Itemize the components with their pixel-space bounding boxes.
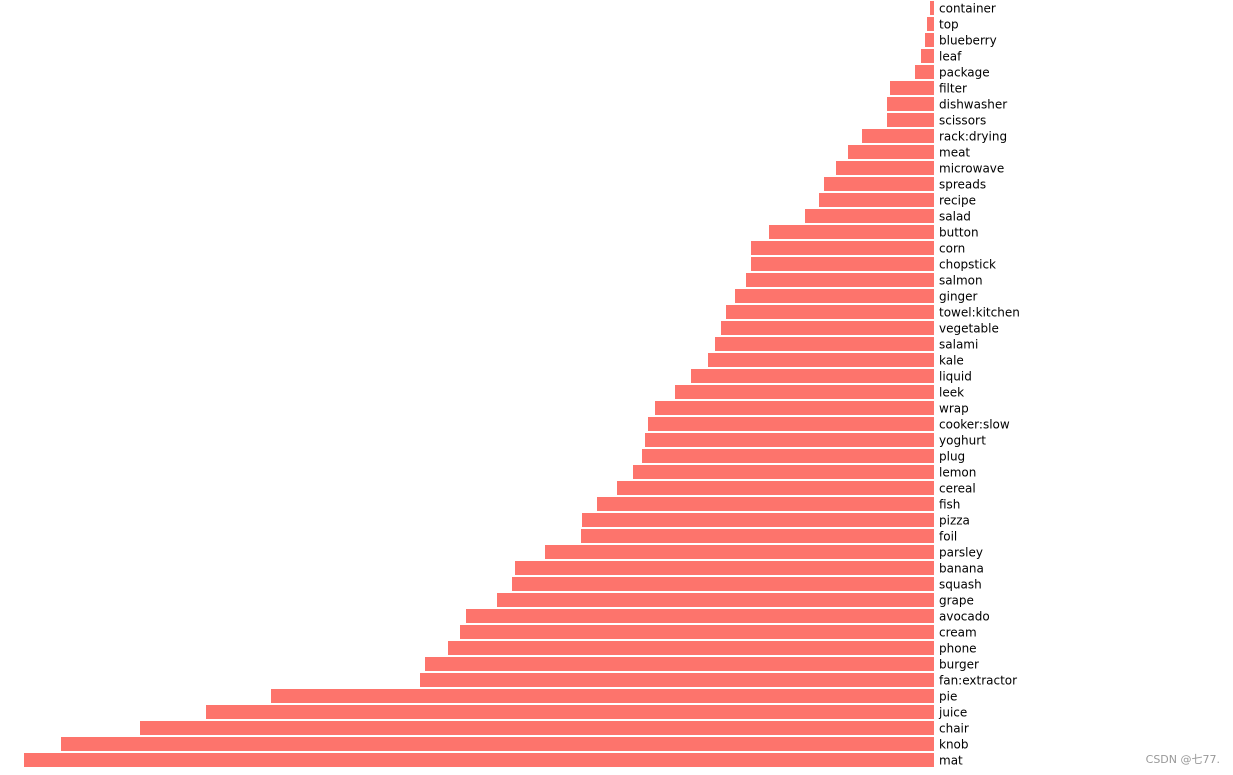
y-tick-label: pizza: [939, 514, 970, 528]
bar: [545, 545, 934, 559]
y-tick-label: wrap: [939, 402, 969, 416]
bar: [271, 689, 934, 703]
bar: [597, 497, 934, 511]
bar: [887, 113, 934, 127]
bar: [836, 161, 934, 175]
bar: [915, 65, 934, 79]
y-tick-label: foil: [939, 530, 957, 544]
y-tick-label: phone: [939, 642, 977, 656]
y-tick-label: scissors: [939, 114, 986, 128]
bar: [642, 449, 934, 463]
bar: [921, 49, 934, 63]
y-tick-label: parsley: [939, 546, 983, 560]
bar: [887, 97, 934, 111]
bar: [930, 1, 934, 15]
bar: [466, 609, 934, 623]
bar: [691, 369, 934, 383]
y-tick-label: lemon: [939, 466, 976, 480]
y-tick-label: blueberry: [939, 34, 997, 48]
y-tick-label: container: [939, 2, 996, 16]
bar: [721, 321, 934, 335]
bar: [633, 465, 934, 479]
y-tick-label: spreads: [939, 178, 986, 192]
y-tick-label: cereal: [939, 482, 976, 496]
bar: [751, 241, 934, 255]
bar: [708, 353, 934, 367]
bar: [890, 81, 934, 95]
bar: [617, 481, 934, 495]
y-tick-label: juice: [938, 706, 967, 720]
bar: [735, 289, 934, 303]
y-tick-label: grape: [939, 594, 974, 608]
bar: [769, 225, 934, 239]
y-tick-label: squash: [939, 578, 982, 592]
bar: [425, 657, 934, 671]
y-tick-label: towel:kitchen: [939, 306, 1020, 320]
y-tick-label: package: [939, 66, 990, 80]
bar: [805, 209, 934, 223]
y-tick-label: leaf: [939, 50, 962, 64]
bar: [420, 673, 934, 687]
bar: [448, 641, 934, 655]
y-tick-label: liquid: [939, 370, 972, 384]
y-tick-label: filter: [939, 82, 967, 96]
y-tick-label: chopstick: [939, 258, 996, 272]
y-tick-label: recipe: [939, 194, 976, 208]
y-tick-label: salmon: [939, 274, 983, 288]
bar: [927, 17, 934, 31]
bar: [582, 513, 934, 527]
y-tick-label: corn: [939, 242, 965, 256]
y-tick-label: cream: [939, 626, 977, 640]
y-tick-label: fan:extractor: [939, 674, 1017, 688]
y-tick-label: ginger: [939, 290, 978, 304]
bar: [824, 177, 934, 191]
bar: [645, 433, 934, 447]
y-tick-label: knob: [939, 738, 969, 752]
y-tick-label: mat: [939, 754, 963, 768]
bar: [581, 529, 934, 543]
y-tick-label: banana: [939, 562, 984, 576]
y-tick-label: kale: [939, 354, 964, 368]
bar: [819, 193, 934, 207]
y-tick-label: cooker:slow: [939, 418, 1010, 432]
bar: [862, 129, 934, 143]
y-tick-label: fish: [939, 498, 960, 512]
y-tick-label: avocado: [939, 610, 990, 624]
bar: [512, 577, 934, 591]
y-tick-label: salami: [939, 338, 978, 352]
y-tick-label: chair: [939, 722, 969, 736]
y-tick-label: plug: [939, 450, 965, 464]
y-tick-label: leek: [939, 386, 964, 400]
y-tick-label: dishwasher: [939, 98, 1007, 112]
y-tick-label: button: [939, 226, 979, 240]
bar: [140, 721, 934, 735]
y-tick-label: rack:drying: [939, 130, 1007, 144]
bar: [648, 417, 934, 431]
bar: [715, 337, 934, 351]
y-tick-label: pie: [939, 690, 957, 704]
watermark: CSDN @七77.: [1146, 753, 1220, 766]
y-tick-label: microwave: [939, 162, 1004, 176]
bar: [726, 305, 934, 319]
bar: [61, 737, 934, 751]
bar: [497, 593, 934, 607]
bar: [655, 401, 934, 415]
y-tick-label: salad: [939, 210, 971, 224]
bar: [848, 145, 934, 159]
y-tick-label: top: [939, 18, 959, 32]
y-tick-label: yoghurt: [939, 434, 986, 448]
y-tick-label: burger: [939, 658, 979, 672]
y-tick-label: meat: [939, 146, 970, 160]
bar: [925, 33, 934, 47]
bar: [206, 705, 934, 719]
bar: [24, 753, 934, 767]
bar: [515, 561, 934, 575]
bar: [751, 257, 934, 271]
bar: [460, 625, 934, 639]
y-tick-label: vegetable: [939, 322, 999, 336]
bar: [675, 385, 934, 399]
bar: [746, 273, 934, 287]
